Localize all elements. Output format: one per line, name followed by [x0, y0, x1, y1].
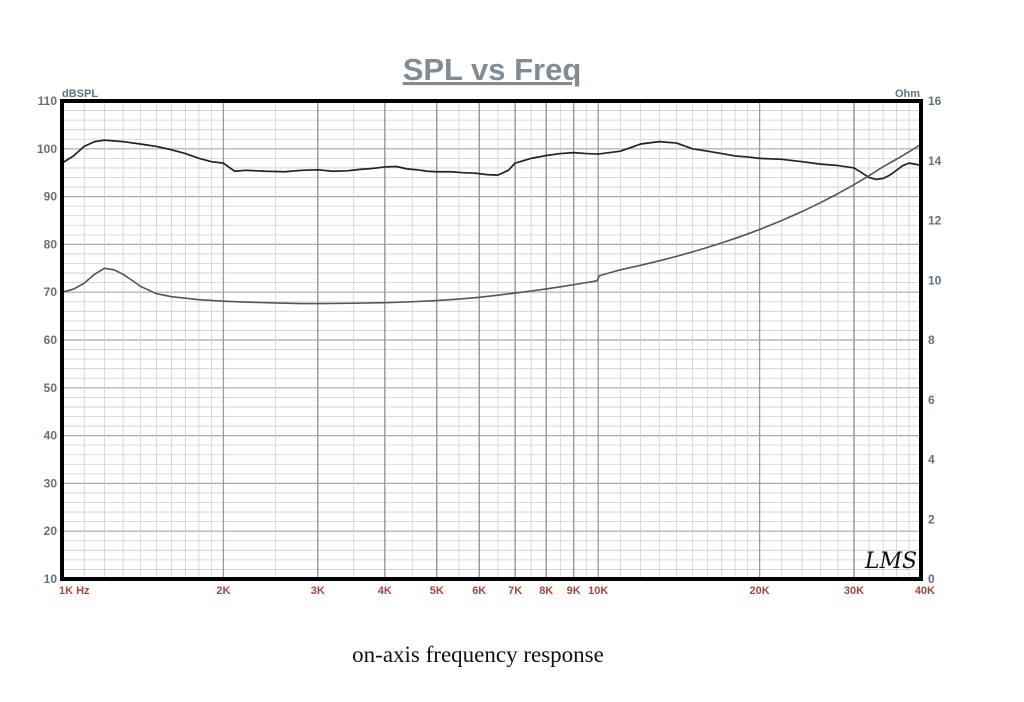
y-tick-label-right: 6 [928, 393, 935, 407]
y-tick-label-right: 14 [928, 154, 942, 168]
y-tick-label-left: 40 [44, 429, 58, 443]
y-tick-label-left: 80 [44, 237, 58, 251]
x-tick-label: 10K [588, 585, 608, 597]
left-axis-label: dBSPL [62, 88, 98, 100]
x-tick-label: 5K [430, 585, 444, 597]
y-tick-label-left: 10 [44, 572, 58, 586]
y-tick-label-right: 8 [928, 333, 935, 347]
x-tick-label: 7K [508, 585, 522, 597]
right-axis-label: Ohm [895, 88, 920, 100]
x-tick-label: 9K [567, 585, 581, 597]
impedance-curve [61, 143, 922, 305]
y-tick-label-right: 4 [928, 453, 935, 467]
chart-title: SPL vs Freq [403, 52, 582, 87]
signature-text: LMS [864, 549, 917, 574]
spl-curve [61, 139, 922, 181]
x-ticks: 1K Hz 2K 3K 4K 5K 6K 7K 8K 9K 10K 20K 30K 40K [59, 585, 935, 597]
right-y-ticks: 0 2 4 6 8 10 12 14 16 [928, 94, 942, 586]
x-tick-label: 6K [472, 585, 486, 597]
x-tick-label: 4K [378, 585, 392, 597]
x-tick-label: 30K [844, 585, 864, 597]
x-tick-label: 2K [216, 585, 230, 597]
y-tick-label-right: 16 [928, 94, 942, 108]
plot-frame [60, 99, 923, 581]
y-tick-label-left: 50 [44, 381, 58, 395]
left-y-ticks: 10 20 30 40 50 60 70 80 90 100 110 [37, 94, 57, 586]
chart-caption: on-axis frequency response [352, 642, 604, 667]
x-tick-label: 40K [915, 585, 935, 597]
y-tick-label-left: 60 [44, 333, 58, 347]
curves [61, 139, 922, 305]
y-tick-label-right: 0 [928, 572, 935, 586]
y-tick-label-left: 110 [38, 94, 58, 108]
y-tick-label-right: 2 [928, 512, 935, 526]
x-tick-label: 8K [539, 585, 553, 597]
y-tick-label-left: 100 [37, 142, 57, 156]
x-tick-label: 1K Hz [59, 585, 90, 597]
y-tick-label-left: 70 [44, 285, 58, 299]
y-tick-label-right: 10 [928, 273, 942, 287]
x-tick-label: 3K [311, 585, 325, 597]
y-tick-label-left: 20 [44, 524, 58, 538]
y-tick-label-right: 12 [928, 214, 942, 228]
x-tick-label: 20K [749, 585, 769, 597]
grid-lines [61, 101, 922, 579]
y-tick-label-left: 30 [44, 476, 58, 490]
y-tick-label-left: 90 [44, 190, 58, 204]
